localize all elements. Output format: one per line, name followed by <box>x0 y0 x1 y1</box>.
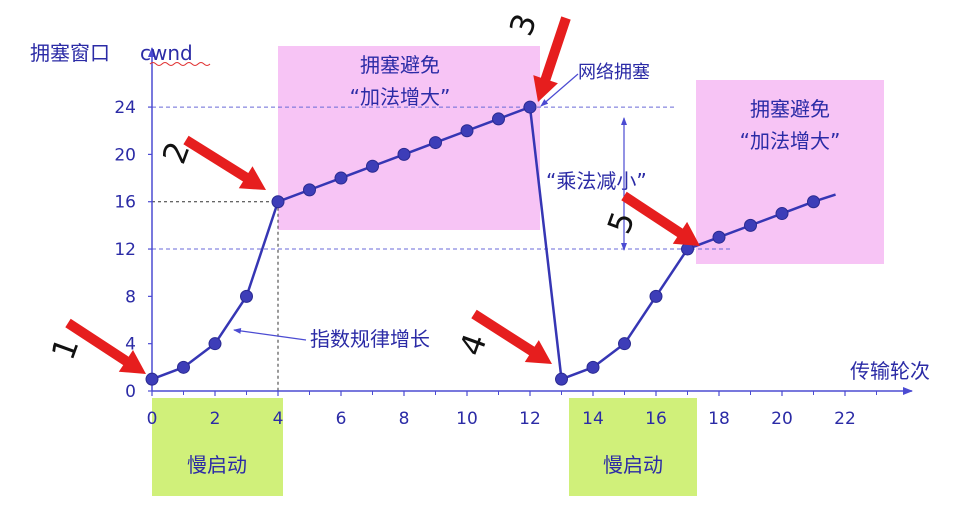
red-arrow-4 <box>471 309 552 364</box>
y-tick-label: 4 <box>125 335 136 355</box>
x-tick-label: 6 <box>336 409 347 429</box>
annotation-congestion: 网络拥塞 <box>578 62 650 83</box>
red-arrow-1 <box>65 318 146 374</box>
x-tick-label: 20 <box>771 409 793 429</box>
slow-start-label-2: 慢启动 <box>603 453 663 477</box>
data-point <box>492 112 505 126</box>
step-marker-3: 3 <box>502 9 545 41</box>
x-tick-label: 16 <box>645 409 667 429</box>
y-tick-label: 24 <box>114 98 136 118</box>
region1-title: 拥塞避免 <box>360 53 440 77</box>
data-point <box>208 337 222 351</box>
x-axis-label: 传输轮次 <box>850 359 930 383</box>
x-tick-label: 22 <box>834 409 856 429</box>
data-point <box>177 360 190 374</box>
data-point <box>555 372 568 386</box>
data-point <box>303 183 316 197</box>
y-tick-label: 8 <box>125 287 136 307</box>
red-arrow-3 <box>533 16 571 102</box>
x-tick-label: 0 <box>147 409 158 429</box>
data-point <box>460 124 474 138</box>
data-point <box>807 195 820 209</box>
data-point <box>712 230 726 244</box>
spell-underline <box>149 62 211 66</box>
y-tick-label: 12 <box>114 240 136 260</box>
region2-subtitle: “加法增大” <box>740 129 841 153</box>
annotation-multiplicative-decrease: “乘法减小” <box>546 169 647 193</box>
data-point <box>429 136 442 150</box>
x-tick-label: 8 <box>399 409 410 429</box>
data-point <box>523 100 537 114</box>
y-axis-unit: cwnd <box>140 41 193 65</box>
red-arrow-5 <box>621 191 700 246</box>
y-tick-label: 20 <box>114 145 136 165</box>
x-tick-label: 12 <box>519 409 541 429</box>
data-point <box>744 218 757 232</box>
data-point <box>145 372 159 386</box>
annotation-exponential-growth: 指数规律增长 <box>310 327 430 351</box>
data-point <box>618 337 631 351</box>
data-point <box>240 289 253 303</box>
x-tick-label: 14 <box>582 409 604 429</box>
region2-title: 拥塞避免 <box>750 97 830 121</box>
data-point <box>334 171 348 185</box>
x-tick-label: 10 <box>456 409 478 429</box>
data-point <box>649 289 663 303</box>
y-tick-label: 0 <box>125 382 136 402</box>
x-tick-label: 18 <box>708 409 730 429</box>
step-marker-4: 4 <box>452 329 495 361</box>
data-point <box>366 159 379 173</box>
data-point <box>397 147 411 161</box>
data-point <box>586 360 600 374</box>
region-congestion-avoidance-1 <box>278 46 540 230</box>
data-point <box>775 207 789 221</box>
data-point <box>271 195 285 209</box>
y-axis-label: 拥塞窗口 <box>30 41 110 65</box>
x-tick-label: 4 <box>273 409 284 429</box>
region-slow-start-1 <box>152 398 283 496</box>
y-tick-label: 16 <box>114 193 136 213</box>
step-marker-1: 1 <box>44 333 87 365</box>
x-tick-label: 2 <box>210 409 221 429</box>
step-marker-5: 5 <box>600 207 643 239</box>
region1-subtitle: “加法增大” <box>350 85 451 109</box>
slow-start-label-1: 慢启动 <box>187 453 247 477</box>
region-slow-start-2 <box>569 398 697 496</box>
red-arrow-2 <box>183 135 266 190</box>
leader-congestion <box>540 73 579 107</box>
leader-exponential-growth <box>233 327 307 341</box>
